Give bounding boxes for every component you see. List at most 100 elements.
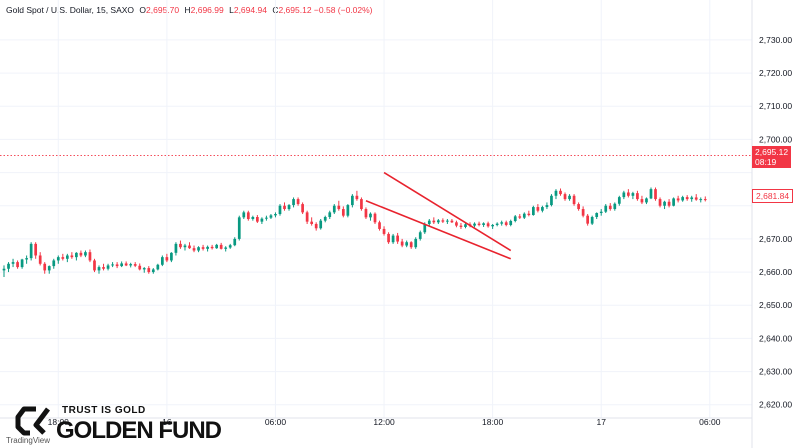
falling-wedge-trendline xyxy=(365,200,512,260)
y-tick-label: 2,700.00 xyxy=(759,134,792,144)
candle-body xyxy=(16,262,19,268)
candle-body xyxy=(622,192,626,198)
low-label: L xyxy=(229,5,234,15)
candle-body xyxy=(278,205,282,215)
candle-body xyxy=(423,223,427,233)
candle-body xyxy=(604,205,608,212)
candle-body xyxy=(215,244,219,249)
candle-body xyxy=(328,212,332,218)
candle-body xyxy=(391,235,395,243)
y-tick-label: 2,630.00 xyxy=(759,367,792,377)
candle-body xyxy=(34,243,38,256)
x-tick-label: 18:00 xyxy=(482,417,504,427)
last-close-tag: 2,681.84 xyxy=(752,189,794,203)
candle-body xyxy=(500,222,504,224)
candle-body xyxy=(296,199,300,205)
candle-body xyxy=(242,212,246,218)
candle-body xyxy=(188,245,191,249)
candle-body xyxy=(672,198,675,206)
symbol-title: Gold Spot / U.S. Dollar, 15, SAXO xyxy=(6,5,135,15)
candle-body xyxy=(427,220,431,224)
candle-body xyxy=(61,257,65,259)
candle-body xyxy=(151,269,155,273)
candle-body xyxy=(676,198,680,201)
candle-body xyxy=(332,205,336,213)
candle-body xyxy=(142,268,146,270)
candle-body xyxy=(450,220,454,223)
candle-body xyxy=(613,203,617,210)
candle-body xyxy=(319,220,323,229)
candle-body xyxy=(192,248,196,251)
candle-body xyxy=(65,255,69,259)
candle-body xyxy=(355,195,359,200)
candle-body xyxy=(165,257,169,261)
candle-body xyxy=(663,201,666,206)
candle-body xyxy=(522,213,526,218)
candle-body xyxy=(405,242,409,246)
candle-body xyxy=(156,264,160,270)
candle-body xyxy=(464,224,467,227)
low-value: 2,694.94 xyxy=(233,5,267,15)
candle-body xyxy=(477,223,481,225)
candle-body xyxy=(563,194,567,200)
candle-body xyxy=(274,214,277,216)
candle-body xyxy=(88,252,92,261)
candle-body xyxy=(224,247,228,249)
high-label: H xyxy=(184,5,191,15)
y-tick-label: 2,710.00 xyxy=(759,101,792,111)
x-tick-label: 06:00 xyxy=(699,417,721,427)
falling-wedge-trendline xyxy=(383,171,512,252)
candle-body xyxy=(265,217,268,219)
open-label: O xyxy=(139,5,147,15)
logo-tagline: TRUST IS GOLD xyxy=(62,405,146,416)
candle-body xyxy=(446,220,449,222)
y-tick-label: 2,640.00 xyxy=(759,333,792,343)
candle-body xyxy=(509,220,513,225)
candle-body xyxy=(441,220,445,222)
candle-body xyxy=(246,212,250,219)
current-price: 2,695.12 xyxy=(755,147,789,157)
candle-body xyxy=(581,209,585,216)
candle-body xyxy=(599,211,603,214)
candle-body xyxy=(360,199,363,210)
candle-body xyxy=(572,195,576,205)
candle-body xyxy=(531,207,535,216)
candle-body xyxy=(251,217,255,219)
candle-body xyxy=(283,205,286,210)
candle-body xyxy=(486,223,490,227)
last-close-price: 2,681.84 xyxy=(756,191,790,201)
current-price-tag: 2,695.12 08:19 xyxy=(752,146,792,168)
candle-body xyxy=(147,268,151,273)
candle-body xyxy=(400,241,404,246)
candle-body xyxy=(378,222,381,229)
candle-body xyxy=(106,265,110,269)
candle-body xyxy=(237,217,241,239)
candle-body xyxy=(473,223,476,226)
candle-body xyxy=(129,264,133,266)
candle-body xyxy=(681,197,685,201)
candle-body xyxy=(170,252,173,261)
logo-name: GOLDEN FUND xyxy=(56,417,222,444)
candle-body xyxy=(56,257,60,261)
candle-body xyxy=(43,263,47,271)
candle-body xyxy=(292,199,295,206)
candle-body xyxy=(631,193,635,196)
candle-body xyxy=(608,205,612,210)
candle-body xyxy=(396,235,399,242)
candle-body xyxy=(382,228,386,234)
candle-body xyxy=(645,198,648,203)
candle-body xyxy=(595,213,599,218)
close-value: 2,695.12 xyxy=(278,5,312,15)
candle-body xyxy=(559,190,562,195)
candle-body xyxy=(636,193,639,200)
candle-body xyxy=(590,217,594,224)
candle-body xyxy=(174,243,178,253)
candle-body xyxy=(654,189,657,200)
candle-body xyxy=(414,238,418,248)
golden-fund-logo: TRUST IS GOLD GOLDEN FUND xyxy=(14,403,254,448)
candle-body xyxy=(418,232,422,239)
change-value: −0.58 (−0.02%) xyxy=(313,5,373,15)
candle-body xyxy=(29,243,33,259)
y-tick-label: 2,650.00 xyxy=(759,300,792,310)
